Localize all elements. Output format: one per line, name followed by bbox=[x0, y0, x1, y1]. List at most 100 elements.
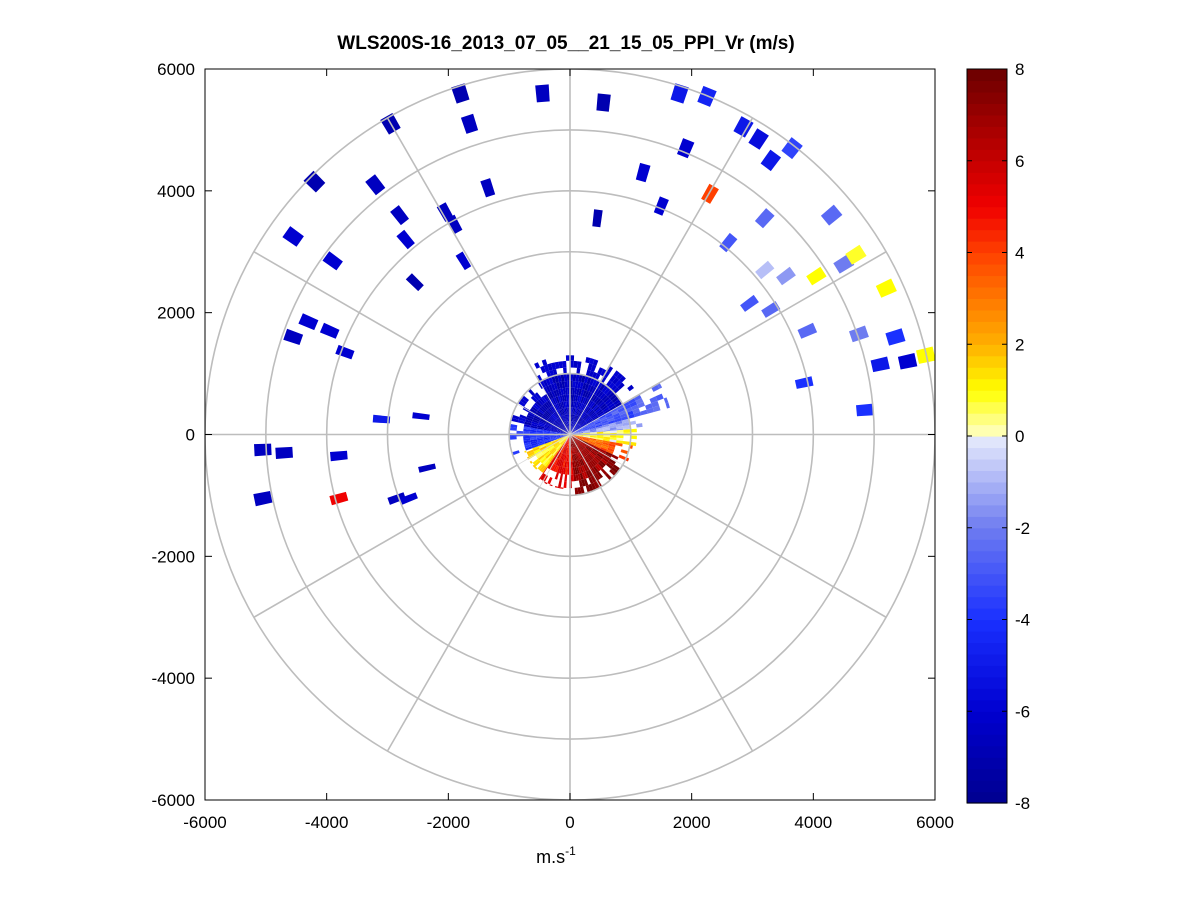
range-gate bbox=[559, 473, 563, 481]
range-gate bbox=[543, 427, 551, 430]
range-gate bbox=[559, 425, 566, 431]
range-gate bbox=[578, 388, 583, 396]
range-gate bbox=[573, 474, 577, 482]
range-gate bbox=[570, 360, 574, 368]
range-gate bbox=[558, 445, 563, 452]
range-gate bbox=[563, 481, 567, 488]
range-gate bbox=[554, 361, 560, 369]
range-gate bbox=[554, 451, 559, 457]
y-tick-label: 0 bbox=[186, 426, 195, 445]
range-gate bbox=[558, 426, 565, 431]
return-gate bbox=[460, 113, 479, 134]
range-gate bbox=[575, 438, 581, 444]
range-gate bbox=[601, 422, 609, 426]
range-gate bbox=[582, 438, 590, 441]
range-gate bbox=[532, 394, 540, 401]
range-gate bbox=[596, 435, 604, 437]
range-gate bbox=[580, 411, 585, 418]
range-gate bbox=[557, 374, 562, 383]
range-gate bbox=[576, 367, 581, 375]
y-tick-label: -2000 bbox=[152, 547, 195, 566]
range-gate bbox=[560, 453, 564, 460]
range-gate bbox=[521, 395, 529, 403]
range-gate bbox=[576, 409, 580, 416]
range-gate bbox=[533, 415, 541, 421]
range-gate bbox=[584, 415, 590, 421]
return-gate bbox=[849, 325, 869, 343]
colorbar-band bbox=[967, 355, 1007, 368]
range-gate bbox=[590, 459, 597, 467]
range-gate bbox=[555, 389, 560, 397]
y-tick-label: 6000 bbox=[157, 60, 195, 79]
range-gate bbox=[557, 436, 564, 440]
range-gate bbox=[590, 450, 597, 456]
range-gate bbox=[531, 444, 539, 449]
range-gate bbox=[591, 386, 597, 394]
range-gate bbox=[579, 382, 584, 390]
range-gate bbox=[548, 408, 554, 415]
range-gate bbox=[589, 426, 596, 430]
range-gate bbox=[591, 467, 597, 475]
range-gate bbox=[646, 407, 654, 414]
range-gate bbox=[577, 452, 582, 460]
range-gate bbox=[578, 402, 582, 410]
range-gate bbox=[548, 446, 555, 452]
range-gate bbox=[536, 432, 544, 434]
return-gate bbox=[405, 273, 424, 292]
range-gate bbox=[558, 361, 563, 369]
range-gate bbox=[622, 425, 630, 429]
range-gate bbox=[536, 430, 544, 433]
range-gate bbox=[545, 410, 552, 417]
return-gate bbox=[781, 137, 803, 160]
range-gate bbox=[584, 383, 590, 391]
range-gate bbox=[617, 382, 625, 390]
range-gate bbox=[551, 456, 557, 464]
range-gate bbox=[543, 438, 551, 441]
range-gate bbox=[594, 472, 601, 480]
range-gate bbox=[550, 456, 555, 463]
range-gate bbox=[554, 420, 561, 426]
range-gate bbox=[596, 439, 603, 442]
range-gate bbox=[574, 439, 580, 445]
range-gate bbox=[601, 385, 608, 393]
range-gate bbox=[553, 404, 558, 412]
range-gate bbox=[583, 431, 590, 434]
range-gate bbox=[572, 414, 576, 422]
range-gate bbox=[607, 403, 615, 409]
return-gate bbox=[396, 229, 415, 250]
range-gate bbox=[529, 460, 533, 464]
range-gate bbox=[611, 410, 619, 416]
range-gate bbox=[574, 387, 578, 395]
range-gate bbox=[547, 461, 552, 468]
range-gate bbox=[583, 405, 589, 412]
range-gate bbox=[544, 440, 552, 444]
range-gate bbox=[575, 408, 579, 416]
range-gate bbox=[524, 421, 532, 426]
colorbar-band bbox=[967, 183, 1007, 196]
range-gate bbox=[525, 419, 532, 424]
range-gate bbox=[583, 432, 590, 434]
range-gate bbox=[593, 388, 600, 396]
range-gate bbox=[567, 414, 570, 422]
range-gate bbox=[607, 417, 615, 423]
return-gate bbox=[870, 356, 890, 373]
range-gate bbox=[545, 401, 551, 409]
range-gate bbox=[567, 441, 569, 448]
range-gate bbox=[631, 404, 639, 411]
range-gate bbox=[603, 370, 611, 379]
range-gate bbox=[543, 429, 551, 433]
range-gate bbox=[616, 373, 623, 380]
range-gate bbox=[571, 394, 575, 402]
range-gate bbox=[582, 382, 587, 390]
range-gate bbox=[600, 447, 608, 452]
range-gate bbox=[580, 451, 586, 458]
range-gate bbox=[592, 359, 599, 366]
range-gate bbox=[554, 442, 560, 448]
return-gate bbox=[653, 196, 669, 216]
range-gate bbox=[567, 421, 570, 428]
range-gate bbox=[582, 438, 589, 442]
range-gate bbox=[663, 397, 669, 404]
range-gate bbox=[570, 461, 573, 468]
range-gate bbox=[562, 453, 566, 461]
return-gate bbox=[797, 322, 818, 339]
